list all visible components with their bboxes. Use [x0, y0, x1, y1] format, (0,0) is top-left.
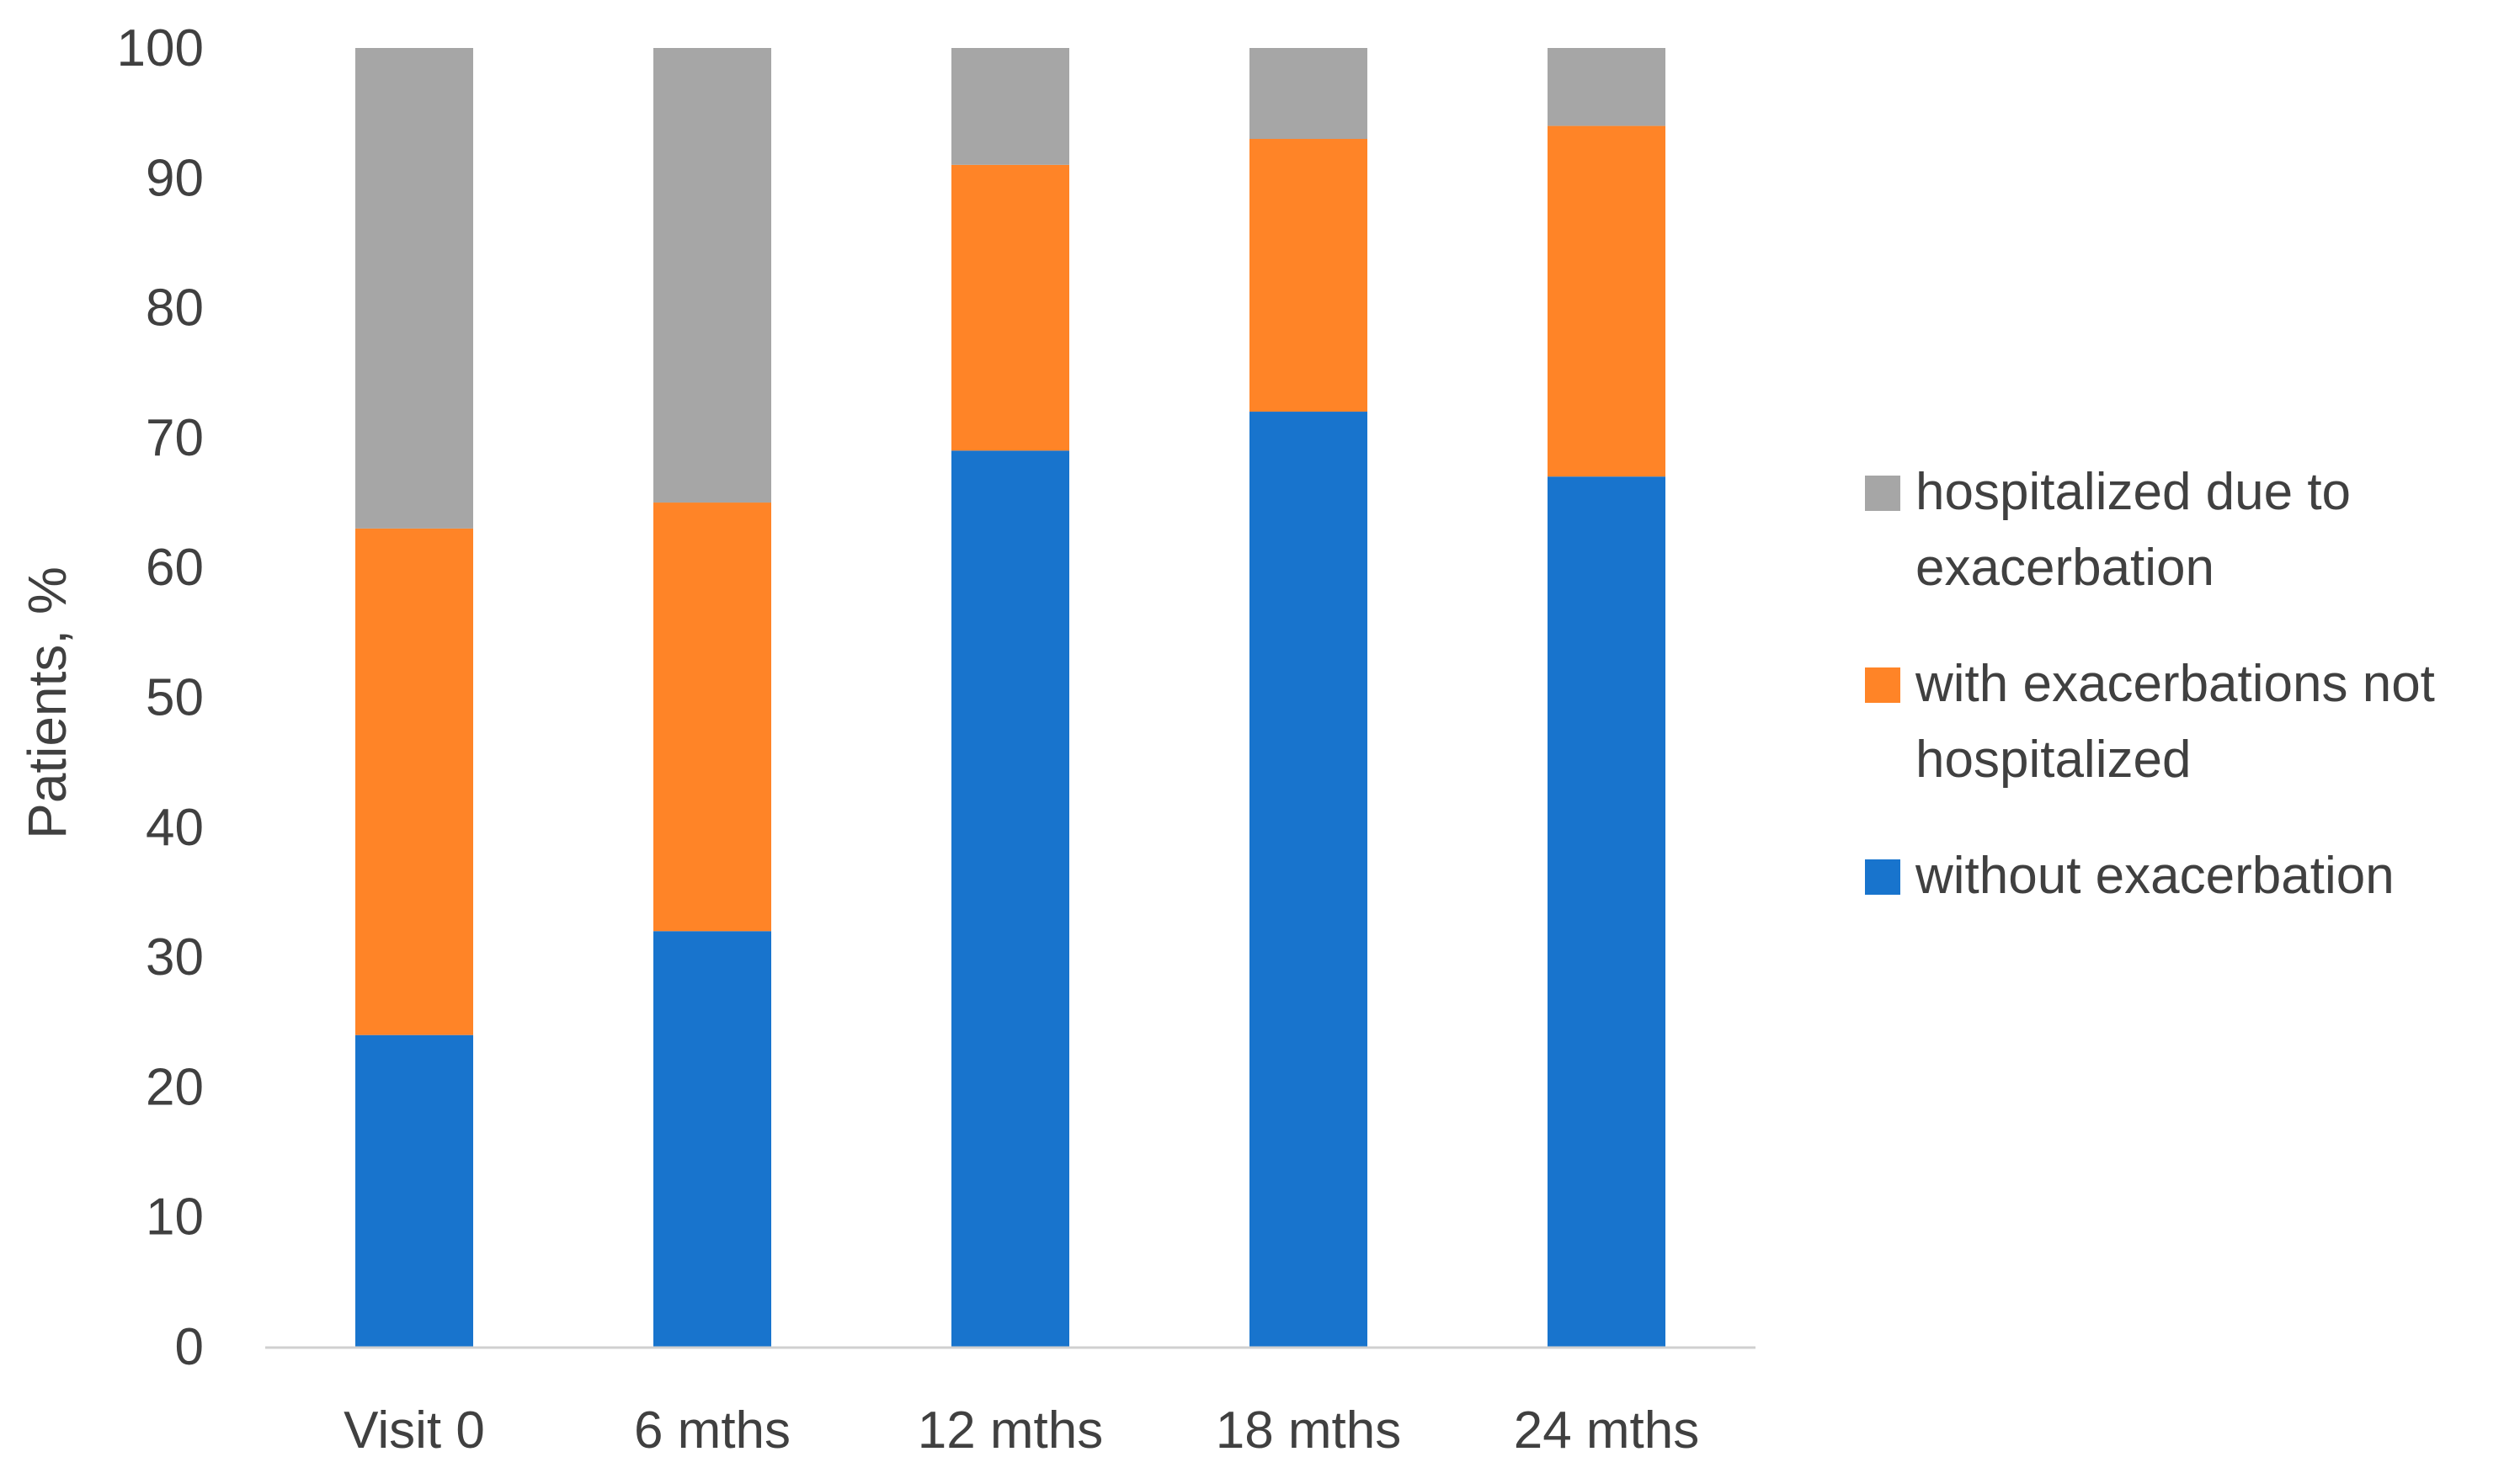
- bar-without-exacerbation-6-mths: [653, 931, 771, 1347]
- legend-swatch: [1865, 667, 1900, 703]
- y-tick-label: 80: [146, 279, 204, 338]
- y-axis-title: Patients, %: [17, 566, 77, 839]
- legend-swatch: [1865, 476, 1900, 511]
- x-tick-label: Visit 0: [344, 1401, 485, 1460]
- bar-with-exacerbations-not-hospitalized-24-mths: [1548, 125, 1665, 477]
- legend: hospitalized due to exacerbation with exac…: [1865, 463, 2435, 905]
- y-axis-ticks: 0 10 20 30 40 50 60 70 80 90 100: [117, 19, 204, 1376]
- bar-without-exacerbation-12-mths: [951, 450, 1069, 1347]
- plot-area: [265, 48, 1755, 1349]
- legend-label: without exacerbation: [1915, 847, 2395, 905]
- bar-without-exacerbation-24-mths: [1548, 476, 1665, 1348]
- y-tick-label: 10: [146, 1189, 204, 1247]
- bar-with-exacerbations-not-hospitalized-6-mths: [653, 503, 771, 932]
- bar-with-exacerbations-not-hospitalized-18-mths: [1249, 139, 1367, 412]
- y-tick-label: 70: [146, 409, 204, 467]
- bar-with-exacerbations-not-hospitalized-12-mths: [951, 164, 1069, 451]
- bar-without-exacerbation-Visit-0: [355, 1034, 473, 1347]
- bar-with-exacerbations-not-hospitalized-Visit-0: [355, 528, 473, 1035]
- y-tick-label: 40: [146, 799, 204, 857]
- bar-without-exacerbation-18-mths: [1249, 412, 1367, 1347]
- y-tick-label: 50: [146, 669, 204, 727]
- x-tick-label: 12 mths: [918, 1401, 1104, 1460]
- legend-label: hospitalized due to exacerbation: [1915, 463, 2351, 597]
- y-tick-label: 100: [117, 19, 204, 77]
- y-tick-label: 30: [146, 928, 204, 986]
- bar-hospitalized-due-to-exacerbation-Visit-0: [355, 48, 473, 529]
- bar-hospitalized-due-to-exacerbation-12-mths: [951, 48, 1069, 165]
- y-tick-label: 20: [146, 1058, 204, 1116]
- bar-hospitalized-due-to-exacerbation-18-mths: [1249, 48, 1367, 140]
- y-tick-label: 90: [146, 149, 204, 207]
- y-tick-label: 60: [146, 539, 204, 597]
- x-axis-ticks: Visit 0 6 mths 12 mths 18 mths 24 mths: [344, 1401, 1699, 1460]
- x-tick-label: 6 mths: [634, 1401, 791, 1460]
- bar-hospitalized-due-to-exacerbation-24-mths: [1548, 48, 1665, 126]
- bar-hospitalized-due-to-exacerbation-6-mths: [653, 48, 771, 503]
- y-tick-label: 0: [175, 1318, 204, 1376]
- x-tick-label: 18 mths: [1216, 1401, 1402, 1460]
- x-tick-label: 24 mths: [1514, 1401, 1700, 1460]
- legend-label: with exacerbations not hospitalized: [1915, 655, 2435, 789]
- legend-swatch: [1865, 859, 1900, 895]
